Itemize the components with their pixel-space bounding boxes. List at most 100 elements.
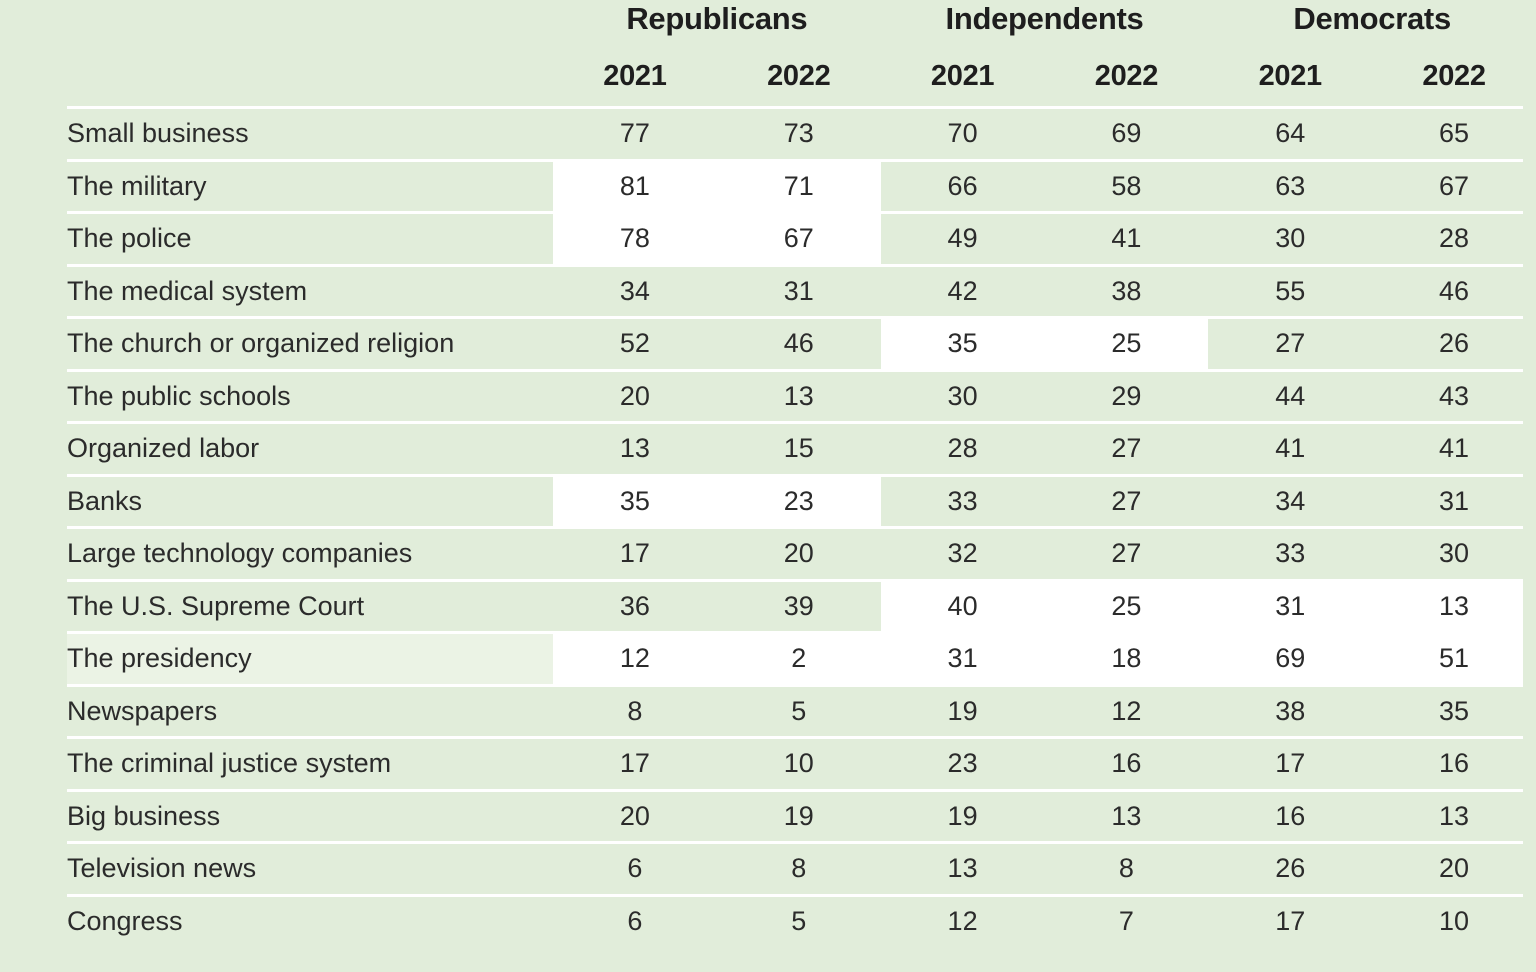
cell-value: 30 <box>1439 538 1470 569</box>
cell-value: 30 <box>947 380 978 411</box>
cell-value: 49 <box>947 223 978 254</box>
cell-value: 8 <box>627 695 643 726</box>
cell-value: 34 <box>1275 485 1306 516</box>
highlight-band <box>880 578 1523 632</box>
cell-value: 46 <box>1439 275 1470 306</box>
cell-value: 38 <box>1275 695 1306 726</box>
cell-value: 13 <box>619 433 650 464</box>
cell-value: 65 <box>1439 118 1470 149</box>
highlight-band <box>553 158 881 212</box>
party-group-header-row: Republicans Independents Democrats <box>0 0 1536 40</box>
row-label: The church or organized religion <box>67 328 455 359</box>
cell-value: 19 <box>783 800 814 831</box>
cell-value: 28 <box>1439 223 1470 254</box>
cell-value: 6 <box>627 853 643 884</box>
group-header-independents: Independents <box>945 1 1144 36</box>
table-row: Small business 77 73 70 69 64 65 <box>0 106 1536 159</box>
cell-value: 26 <box>1275 853 1306 884</box>
year-header: 2021 <box>1258 60 1323 92</box>
table-row: The police 78 67 49 41 30 28 <box>0 211 1536 264</box>
table-row: Congress 6 5 12 7 17 10 <box>0 893 1536 947</box>
cell-value: 36 <box>619 590 650 621</box>
row-label: The U.S. Supreme Court <box>67 590 365 621</box>
cell-value: 13 <box>1439 800 1470 831</box>
cell-value: 77 <box>619 118 650 149</box>
table-row: The public schools 20 13 30 29 44 43 <box>0 368 1536 422</box>
cell-value: 8 <box>1118 853 1134 884</box>
cell-value: 73 <box>783 118 814 149</box>
cell-value: 32 <box>947 538 978 569</box>
cell-value: 51 <box>1439 643 1470 674</box>
row-divider <box>67 211 1523 215</box>
cell-value: 15 <box>783 433 814 464</box>
cell-value: 29 <box>1111 380 1142 411</box>
year-header: 2022 <box>767 60 831 92</box>
cell-value: 43 <box>1439 380 1470 411</box>
cell-value: 67 <box>1439 170 1470 201</box>
confidence-table: Republicans Independents Democrats 2021 … <box>0 0 1536 936</box>
cell-value: 27 <box>1111 538 1142 569</box>
table-row: The criminal justice system 17 10 23 16 … <box>0 736 1536 789</box>
row-label: The presidency <box>67 643 252 674</box>
cell-value: 5 <box>791 905 807 936</box>
cell-value: 23 <box>783 485 814 516</box>
cell-value: 35 <box>619 485 650 516</box>
cell-value: 13 <box>1439 590 1470 621</box>
cell-value: 23 <box>947 748 978 779</box>
cell-value: 10 <box>783 748 814 779</box>
row-divider <box>67 841 1523 845</box>
table-body: Small business 77 73 70 69 64 65 The mil… <box>0 106 1536 946</box>
row-label: Television news <box>67 853 257 884</box>
row-label: Large technology companies <box>67 538 413 569</box>
cell-value: 67 <box>783 223 814 254</box>
row-divider <box>67 158 1523 162</box>
cell-value: 10 <box>1439 905 1470 936</box>
cell-value: 70 <box>947 118 978 149</box>
header-spacer <box>0 55 553 97</box>
cell-value: 18 <box>1111 643 1142 674</box>
cell-value: 30 <box>1275 223 1306 254</box>
row-label: Organized labor <box>67 433 260 464</box>
cell-value: 40 <box>947 590 978 621</box>
cell-value: 69 <box>1275 643 1306 674</box>
cell-value: 27 <box>1111 485 1142 516</box>
cell-value: 8 <box>791 853 807 884</box>
cell-value: 25 <box>1111 328 1142 359</box>
cell-value: 16 <box>1275 800 1306 831</box>
cell-value: 17 <box>1275 748 1306 779</box>
cell-value: 17 <box>619 538 650 569</box>
row-divider <box>67 788 1523 792</box>
row-divider <box>67 473 1523 477</box>
highlight-band <box>553 211 881 264</box>
year-header: 2021 <box>603 60 667 92</box>
cell-value: 34 <box>619 275 650 306</box>
cell-value: 71 <box>783 170 814 201</box>
cell-value: 2 <box>791 643 807 674</box>
cell-value: 33 <box>947 485 978 516</box>
header-spacer <box>0 0 553 40</box>
cell-value: 20 <box>619 800 650 831</box>
cell-value: 6 <box>627 905 643 936</box>
highlight-band <box>553 473 881 527</box>
cell-value: 58 <box>1111 170 1142 201</box>
cell-value: 42 <box>947 275 978 306</box>
row-divider <box>67 631 1523 635</box>
table-row: The U.S. Supreme Court 36 39 40 25 31 13 <box>0 578 1536 632</box>
row-label: The medical system <box>67 275 308 306</box>
cell-value: 20 <box>1439 853 1470 884</box>
row-divider <box>67 263 1523 267</box>
cell-value: 69 <box>1111 118 1142 149</box>
cell-value: 26 <box>1439 328 1470 359</box>
cell-value: 12 <box>1111 695 1142 726</box>
cell-value: 41 <box>1275 433 1306 464</box>
cell-value: 63 <box>1275 170 1306 201</box>
cell-value: 41 <box>1439 433 1470 464</box>
table-row: Banks 35 23 33 27 34 31 <box>0 473 1536 527</box>
cell-value: 55 <box>1275 275 1306 306</box>
cell-value: 27 <box>1111 433 1142 464</box>
cell-value: 33 <box>1275 538 1306 569</box>
table-row: Organized labor 13 15 28 27 41 41 <box>0 421 1536 474</box>
row-label: Big business <box>67 800 221 831</box>
cell-value: 31 <box>1439 485 1470 516</box>
cell-value: 17 <box>1275 905 1306 936</box>
